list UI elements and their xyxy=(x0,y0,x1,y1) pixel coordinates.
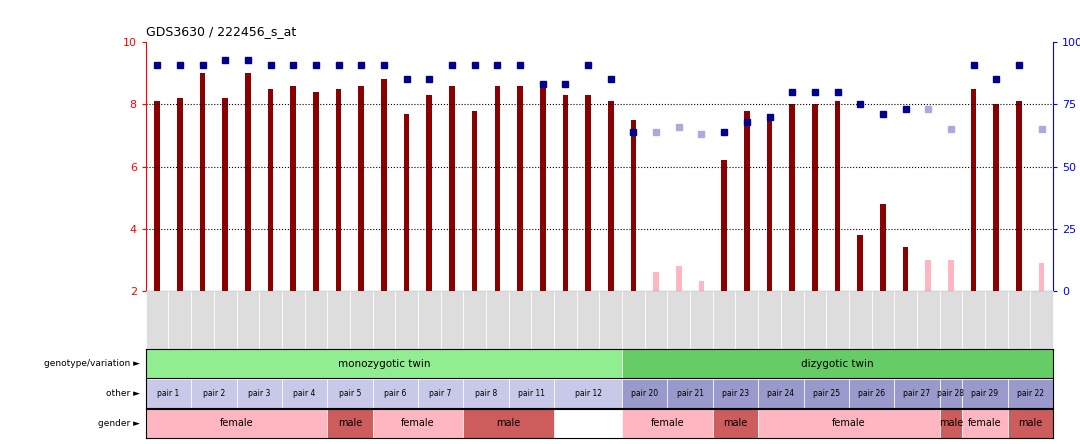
Bar xyxy=(926,260,931,291)
Text: female: female xyxy=(968,418,1002,428)
Bar xyxy=(495,86,500,291)
Bar xyxy=(994,104,999,291)
Text: male: male xyxy=(724,418,747,428)
Text: pair 20: pair 20 xyxy=(631,389,659,398)
Text: female: female xyxy=(219,418,254,428)
Text: pair 7: pair 7 xyxy=(430,389,451,398)
Text: pair 12: pair 12 xyxy=(575,389,602,398)
Bar xyxy=(1016,101,1022,291)
Text: pair 24: pair 24 xyxy=(767,389,795,398)
Text: pair 6: pair 6 xyxy=(384,389,406,398)
Text: male: male xyxy=(939,418,963,428)
Bar xyxy=(835,101,840,291)
Text: pair 23: pair 23 xyxy=(721,389,750,398)
Bar xyxy=(540,86,545,291)
Text: pair 8: pair 8 xyxy=(475,389,497,398)
Bar xyxy=(585,95,591,291)
Bar xyxy=(948,260,954,291)
Bar xyxy=(449,86,455,291)
Text: pair 25: pair 25 xyxy=(812,389,840,398)
Bar xyxy=(404,114,409,291)
Bar xyxy=(608,101,613,291)
Bar xyxy=(427,95,432,291)
Text: pair 26: pair 26 xyxy=(858,389,886,398)
Text: male: male xyxy=(338,418,362,428)
Bar xyxy=(812,104,818,291)
Text: pair 5: pair 5 xyxy=(339,389,361,398)
Bar xyxy=(313,92,319,291)
Bar xyxy=(177,98,183,291)
Bar xyxy=(472,111,477,291)
Text: genotype/variation ►: genotype/variation ► xyxy=(44,359,140,369)
Bar xyxy=(631,120,636,291)
Bar xyxy=(767,114,772,291)
Bar xyxy=(268,89,273,291)
Bar xyxy=(676,266,681,291)
Text: pair 22: pair 22 xyxy=(1017,389,1043,398)
Bar xyxy=(563,95,568,291)
Bar xyxy=(971,89,976,291)
Text: dizygotic twin: dizygotic twin xyxy=(801,359,874,369)
Text: pair 21: pair 21 xyxy=(676,389,704,398)
Bar xyxy=(291,86,296,291)
Bar xyxy=(381,79,387,291)
Bar xyxy=(858,235,863,291)
Bar xyxy=(336,89,341,291)
Text: pair 11: pair 11 xyxy=(518,389,545,398)
Text: pair 29: pair 29 xyxy=(971,389,999,398)
Bar xyxy=(222,98,228,291)
Text: GDS3630 / 222456_s_at: GDS3630 / 222456_s_at xyxy=(146,25,296,38)
Text: female: female xyxy=(401,418,435,428)
Text: other ►: other ► xyxy=(107,389,140,398)
Bar xyxy=(880,204,886,291)
Text: female: female xyxy=(832,418,866,428)
Bar xyxy=(789,104,795,291)
Bar xyxy=(744,111,750,291)
Text: pair 27: pair 27 xyxy=(903,389,931,398)
Text: monozygotic twin: monozygotic twin xyxy=(338,359,430,369)
Bar xyxy=(517,86,523,291)
Text: pair 28: pair 28 xyxy=(937,389,964,398)
Text: gender ►: gender ► xyxy=(98,419,140,428)
Bar xyxy=(1039,263,1044,291)
Text: pair 2: pair 2 xyxy=(203,389,225,398)
Bar xyxy=(699,281,704,291)
Bar xyxy=(903,247,908,291)
Text: male: male xyxy=(497,418,521,428)
Bar xyxy=(721,160,727,291)
Text: pair 1: pair 1 xyxy=(158,389,179,398)
Text: male: male xyxy=(1018,418,1042,428)
Bar xyxy=(154,101,160,291)
Bar xyxy=(245,73,251,291)
Text: pair 4: pair 4 xyxy=(294,389,315,398)
Bar xyxy=(200,73,205,291)
Text: pair 3: pair 3 xyxy=(248,389,270,398)
Bar xyxy=(359,86,364,291)
Text: female: female xyxy=(650,418,685,428)
Bar xyxy=(653,272,659,291)
